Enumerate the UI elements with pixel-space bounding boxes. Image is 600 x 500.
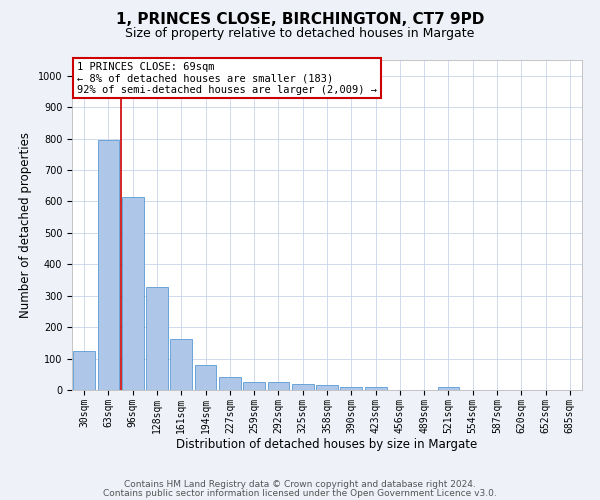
Text: 1, PRINCES CLOSE, BIRCHINGTON, CT7 9PD: 1, PRINCES CLOSE, BIRCHINGTON, CT7 9PD: [116, 12, 484, 28]
Bar: [316, 386, 338, 390]
Bar: [437, 387, 460, 390]
Text: Size of property relative to detached houses in Margate: Size of property relative to detached ho…: [125, 28, 475, 40]
Bar: [243, 382, 265, 390]
X-axis label: Distribution of detached houses by size in Margate: Distribution of detached houses by size …: [176, 438, 478, 452]
Bar: [122, 196, 143, 390]
Bar: [365, 387, 386, 390]
Text: 1 PRINCES CLOSE: 69sqm
← 8% of detached houses are smaller (183)
92% of semi-det: 1 PRINCES CLOSE: 69sqm ← 8% of detached …: [77, 62, 377, 95]
Bar: [170, 339, 192, 390]
Bar: [146, 287, 168, 390]
Bar: [340, 387, 362, 390]
Text: Contains HM Land Registry data © Crown copyright and database right 2024.: Contains HM Land Registry data © Crown c…: [124, 480, 476, 489]
Bar: [194, 366, 217, 390]
Y-axis label: Number of detached properties: Number of detached properties: [19, 132, 32, 318]
Bar: [219, 378, 241, 390]
Bar: [268, 382, 289, 390]
Text: Contains public sector information licensed under the Open Government Licence v3: Contains public sector information licen…: [103, 489, 497, 498]
Bar: [97, 140, 119, 390]
Bar: [73, 350, 95, 390]
Bar: [292, 384, 314, 390]
